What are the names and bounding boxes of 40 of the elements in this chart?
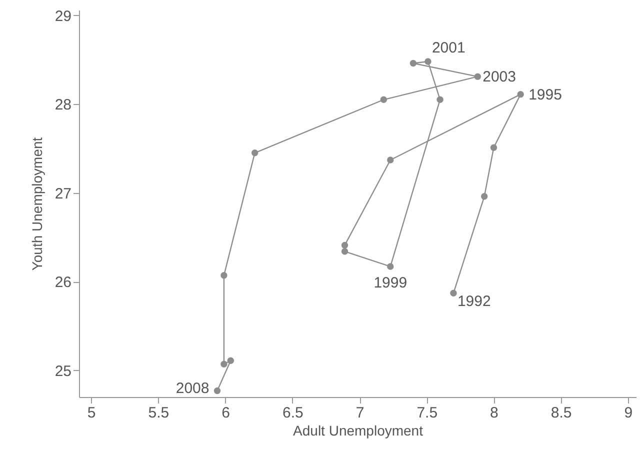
point [410, 60, 417, 67]
point [251, 150, 258, 156]
y-tick-label: 28 [54, 96, 72, 114]
x-tick-label: 7 [356, 404, 364, 422]
annotation: 2001 [432, 39, 466, 56]
x-tick-label: 5.5 [148, 404, 170, 422]
annotation: 2008 [176, 380, 210, 397]
point [387, 156, 394, 164]
point [450, 290, 457, 296]
point [517, 90, 524, 98]
point [480, 193, 488, 200]
x-axis-title: Adult Unemployment [293, 422, 424, 438]
point [380, 96, 388, 103]
point [220, 272, 228, 279]
x-tick-label: 6.5 [282, 404, 304, 422]
x-tick-label: 8.5 [550, 404, 572, 422]
y-tick-label: 27 [54, 185, 72, 202]
y-tick-label: 26 [54, 274, 72, 292]
point [341, 242, 348, 249]
point [490, 144, 498, 151]
annotation: 1992 [457, 293, 491, 310]
x-tick-label: 6 [222, 404, 230, 422]
x-tick-label: 5 [87, 404, 96, 422]
point [424, 58, 432, 65]
point [474, 73, 481, 80]
y-tick-label: 25 [54, 362, 72, 380]
point [220, 360, 228, 368]
y-axis-title: Youth Unemployment [28, 137, 45, 271]
y-tick-label: 29 [54, 8, 72, 25]
point [387, 263, 394, 270]
annotation: 1995 [528, 86, 562, 104]
annotation: 2003 [482, 68, 516, 86]
point [341, 248, 348, 255]
point [214, 387, 221, 394]
annotation: 1999 [374, 274, 408, 292]
x-tick-label: 8 [490, 404, 498, 422]
x-tick-label: 9 [624, 404, 633, 422]
point [227, 357, 234, 364]
point [436, 96, 444, 103]
x-tick-label: 7.5 [416, 404, 438, 422]
